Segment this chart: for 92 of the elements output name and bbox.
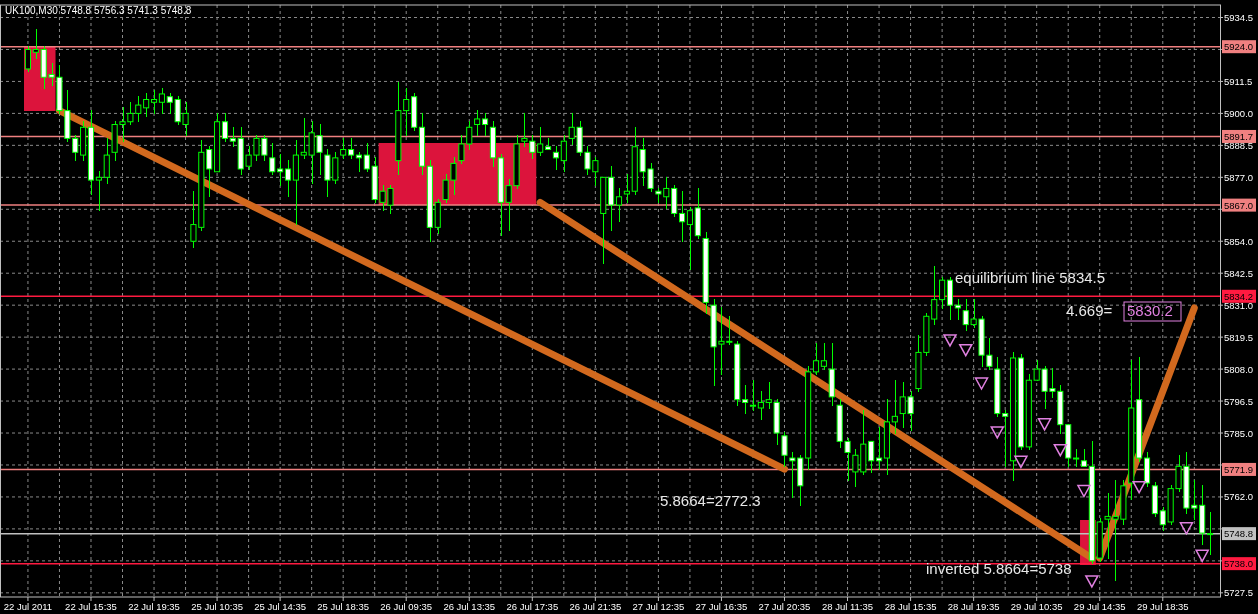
y-tick-label: 5808.0 (1224, 363, 1254, 375)
candlestick (781, 432, 788, 468)
candlestick (103, 137, 110, 184)
candlestick (891, 379, 898, 434)
y-tick-label: 5877.0 (1224, 171, 1254, 183)
point (1037, 418, 1052, 431)
x-tick-label: 26 Jul 17:35 (506, 601, 559, 612)
point (1014, 455, 1028, 469)
y-tick-label: 5842.5 (1224, 267, 1254, 279)
candlestick (1002, 410, 1009, 468)
x-tick-label: 25 Jul 14:35 (254, 601, 307, 612)
y-tick-label: 5796.5 (1224, 395, 1254, 407)
x-tick-label: 22 Jul 19:35 (128, 601, 180, 612)
point (990, 426, 1005, 439)
candlestick (615, 187, 623, 223)
y-tick-label: 5900.0 (1224, 107, 1254, 119)
point (1195, 549, 1209, 563)
annotation: 5.8664=2772.3 (660, 492, 761, 509)
x-tick-label: 25 Jul 18:35 (317, 601, 370, 612)
point (1077, 484, 1091, 498)
point (1085, 575, 1099, 588)
y-tick-label: 5934.5 (1224, 12, 1254, 24)
ref-line-label: 5771.9 (1224, 463, 1254, 475)
candlestick (481, 112, 489, 137)
candlestick (229, 126, 236, 148)
y-tick-label: 5854.0 (1224, 235, 1254, 247)
x-tick-label: 27 Jul 12:35 (632, 601, 685, 612)
y-tick-label: 5831.0 (1224, 299, 1254, 311)
y-tick-label: 5819.5 (1224, 331, 1254, 343)
y-tick-label: 5888.5 (1224, 139, 1254, 151)
annotation: 5830.2 (1127, 302, 1173, 319)
candlestick (552, 146, 560, 170)
x-tick-label: 26 Jul 09:35 (380, 601, 433, 612)
x-tick-label: 27 Jul 16:35 (695, 601, 748, 612)
annotation: 4.669= (1066, 302, 1113, 319)
x-tick-label: 25 Jul 10:35 (191, 601, 243, 612)
y-tick-label: 5727.5 (1224, 587, 1254, 599)
x-tick-label: 22 Jul 2011 (3, 601, 53, 612)
x-tick-label: 28 Jul 11:35 (822, 601, 874, 612)
candlestick (347, 137, 355, 159)
candlestick (269, 143, 276, 176)
candlestick (742, 385, 749, 415)
ref-line-label: 5924.0 (1224, 41, 1254, 53)
y-tick-label: 5762.0 (1224, 491, 1254, 503)
x-tick-label: 29 Jul 18:35 (1136, 601, 1189, 612)
candlestick (876, 426, 883, 470)
candlestick (939, 276, 946, 309)
ref-line-label: 5834.2 (1224, 290, 1254, 302)
ref-line-label: 5738.0 (1224, 558, 1254, 570)
candlestick (820, 343, 827, 370)
point (943, 334, 957, 347)
point (974, 377, 989, 390)
x-tick-label: 22 Jul 15:35 (65, 601, 117, 612)
x-tick-label: 28 Jul 15:35 (884, 601, 937, 612)
candlestick (158, 87, 165, 115)
candlestick (954, 298, 961, 320)
x-tick-label: 29 Jul 14:35 (1073, 601, 1126, 612)
ref-line-label: 5748.8 (1224, 528, 1254, 540)
point (1132, 480, 1146, 494)
point (1179, 522, 1194, 535)
x-tick-label: 28 Jul 19:35 (947, 601, 1000, 612)
chart-title: UK100,M30 5748.8 5756.3 5741.3 5748.8 (5, 5, 192, 16)
candlestick (560, 134, 567, 173)
point (1053, 443, 1068, 457)
candlestick (812, 343, 820, 376)
x-tick-label: 26 Jul 21:35 (569, 601, 622, 612)
candlestick (355, 151, 362, 173)
x-tick-label: 29 Jul 10:35 (1010, 601, 1063, 612)
candlestick (221, 112, 229, 142)
annotation: inverted 5.8664=5738 (926, 560, 1072, 577)
ref-line-label: 5891.7 (1224, 130, 1254, 142)
candlestick (143, 93, 150, 117)
annotation: equilibrium line 5834.5 (955, 269, 1106, 286)
candlestick (474, 109, 481, 137)
candlestick (757, 390, 764, 420)
candlestick (24, 45, 31, 73)
candlestick (749, 379, 757, 412)
candlestick (340, 137, 347, 159)
candlestick (686, 207, 693, 270)
x-tick-label: 27 Jul 20:35 (758, 601, 811, 612)
y-tick-label: 5785.0 (1224, 427, 1254, 439)
candlestick (623, 173, 630, 204)
ref-line-label: 5867.0 (1224, 199, 1254, 211)
candlestick (284, 159, 292, 198)
candlestick (95, 171, 102, 212)
candlestick (277, 154, 284, 187)
point (959, 343, 973, 357)
candlestick (1207, 512, 1214, 556)
candlestick (150, 90, 158, 115)
y-tick-label: 5911.5 (1224, 75, 1253, 87)
candlestick (678, 190, 686, 242)
x-tick-label: 26 Jul 13:35 (443, 601, 496, 612)
